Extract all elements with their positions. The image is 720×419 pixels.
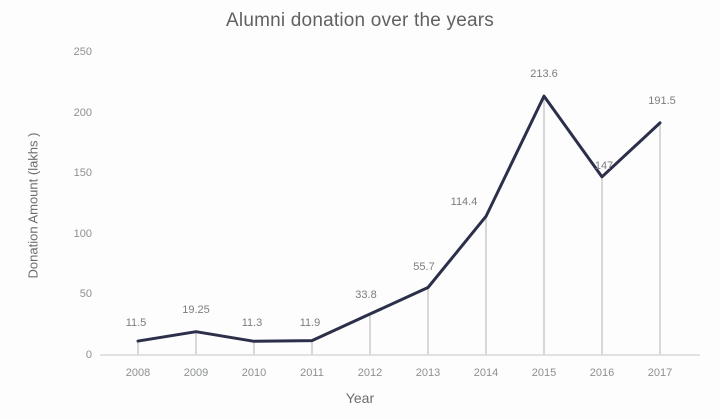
y-axis-tick-labels: 0 50 100 150 200 250 [40, 0, 92, 419]
x-tick-label: 2015 [531, 367, 557, 379]
y-tick-label: 150 [73, 167, 92, 180]
data-point-label: 11.3 [241, 317, 263, 330]
data-point-label: 114.4 [450, 196, 478, 209]
series-line [136, 94, 662, 343]
data-point-label: 11.9 [299, 316, 321, 329]
data-point-label: 19.25 [182, 303, 210, 316]
x-tick-label: 2017 [647, 367, 673, 379]
data-point-label: 11.5 [125, 317, 147, 330]
x-tick-label: 2010 [241, 367, 267, 379]
data-point-label: 55.7 [413, 261, 435, 274]
x-tick-label: 2014 [473, 367, 499, 379]
data-point-label: 191.5 [648, 94, 676, 107]
y-tick-label: 100 [73, 227, 92, 240]
y-tick-label: 50 [79, 288, 92, 301]
y-tick-label: 0 [85, 349, 92, 361]
chart-title: Alumni donation over the years [226, 10, 494, 31]
x-tick-label: 2009 [183, 367, 209, 379]
donation-line-series [136, 94, 662, 343]
x-tick-label: 2008 [125, 367, 151, 379]
data-point-label: 33.8 [355, 289, 377, 302]
x-tick-label: 2012 [357, 367, 383, 379]
x-axis-label: Year [345, 390, 375, 406]
y-tick-label: 250 [73, 46, 92, 58]
x-tick-label: 2013 [415, 367, 441, 379]
x-tick-label: 2011 [300, 367, 324, 379]
drop-lines-group [137, 96, 661, 355]
x-tick-label: 2016 [589, 367, 615, 379]
data-point-label: 213.6 [530, 68, 558, 81]
y-tick-label: 200 [73, 106, 92, 119]
data-point-label: 147 [594, 159, 614, 172]
